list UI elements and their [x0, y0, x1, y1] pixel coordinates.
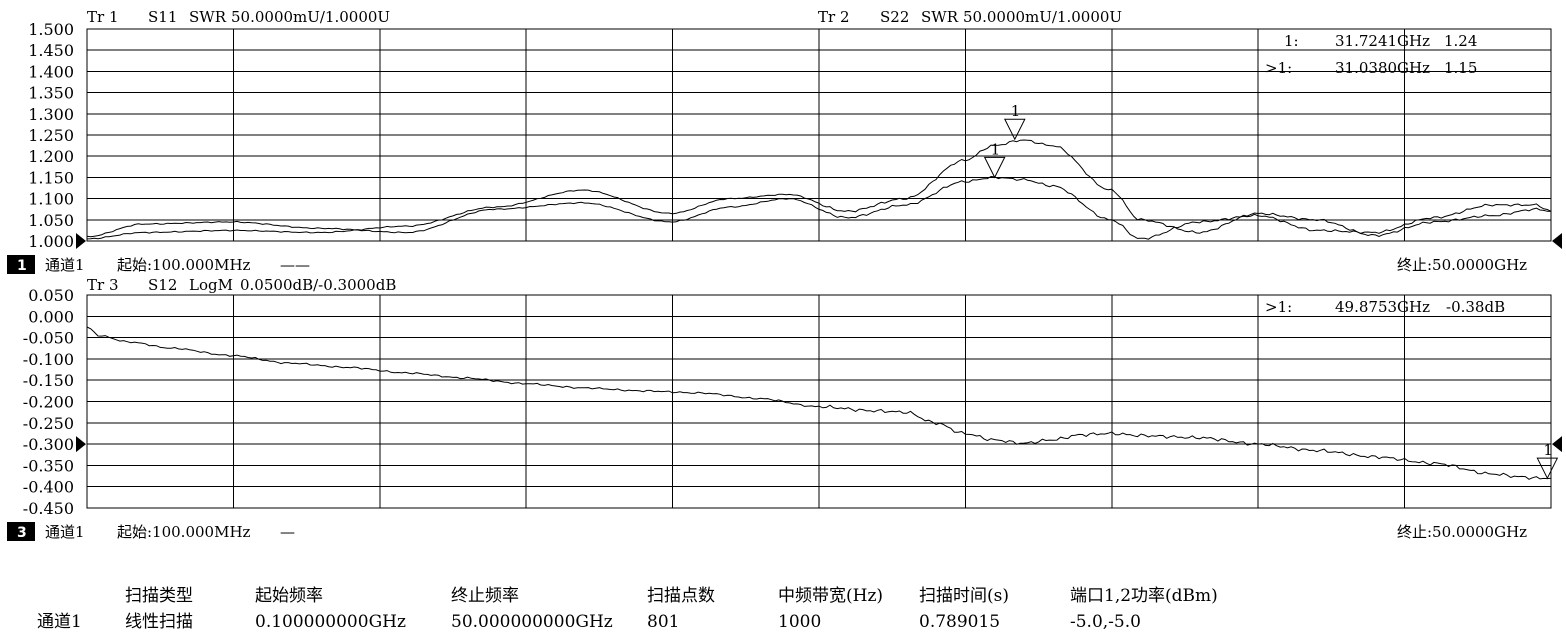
- ref-level-left-arrow[interactable]: [76, 233, 86, 249]
- marker-label: 1: [991, 140, 1001, 158]
- marker-readout-1-freq: 31.7241GHz: [1335, 32, 1430, 50]
- swr-y-ticks: 1.500 1.450 1.400 1.350 1.300 1.250 1.200 1.150…: [28, 20, 1562, 251]
- marker-triangle[interactable]: [983, 156, 1006, 179]
- tr1-scale: 50.0000mU/1.0000U: [231, 8, 390, 26]
- tr2-scale: 50.0000mU/1.0000U: [963, 8, 1122, 26]
- tr3-format: LogM: [189, 276, 233, 294]
- marker-readout-1-label: 1:: [1284, 32, 1299, 50]
- y-tick-label: -0.300: [23, 435, 74, 454]
- y-tick-label: 1.000: [28, 232, 74, 251]
- trace-s11: [86, 139, 1552, 240]
- marker-label: 1: [1543, 441, 1553, 459]
- trace-s22: [86, 175, 1552, 240]
- y-tick-label: 1.400: [28, 62, 74, 81]
- swr-traces: [86, 139, 1552, 240]
- y-tick-label: -0.100: [23, 350, 74, 369]
- table-row-label: 通道1: [37, 612, 82, 632]
- y-tick-label: 1.250: [28, 126, 74, 145]
- tr2-format: SWR: [921, 8, 959, 26]
- start-freq-3: 起始:100.000MHz: [117, 523, 251, 541]
- channel-label-1: 通道1: [45, 256, 85, 274]
- tr3-scale: 0.0500dB/-0.3000dB: [240, 276, 396, 294]
- ref-level-left-arrow[interactable]: [76, 436, 86, 453]
- marker-readout-2-label: >1:: [1265, 59, 1292, 77]
- table-value-sweep-time: 0.789015: [919, 612, 1000, 632]
- table-value-start-freq: 0.100000000GHz: [255, 612, 406, 632]
- logm-y-ticks: 0.050 0.000 -0.050 -0.100 -0.150 -0.200 -0.250…: [23, 286, 1562, 518]
- channel-badge-1-text: 1: [17, 258, 27, 274]
- y-tick-label: -0.150: [23, 371, 74, 390]
- y-tick-label: 1.350: [28, 84, 74, 103]
- tr1-format: SWR: [189, 8, 227, 26]
- table-value-ifbw: 1000: [778, 612, 821, 632]
- y-tick-label: -0.450: [23, 499, 74, 518]
- ref-level-right-arrow[interactable]: [1552, 233, 1562, 249]
- logm-panel: 0.050 0.000 -0.050 -0.100 -0.150 -0.200 -0.250…: [7, 276, 1562, 541]
- marker-readout-2-value: 1.15: [1444, 59, 1477, 77]
- y-tick-label: 1.500: [28, 20, 74, 39]
- marker-readout-2-freq: 31.0380GHz: [1335, 59, 1430, 77]
- tr2-label: Tr 2: [818, 8, 850, 26]
- trace-s12: [86, 326, 1552, 480]
- y-tick-label: -0.050: [23, 329, 74, 348]
- marker-readout-3-value: -0.38dB: [1446, 298, 1505, 316]
- channel-badge-1[interactable]: [7, 255, 35, 274]
- table-header-sweep-type: 扫描类型: [125, 586, 193, 606]
- table-header-start-freq: 起始频率: [255, 586, 323, 606]
- tr2-param: S22: [880, 8, 909, 26]
- stop-freq-1: 终止:50.0000GHz: [1397, 256, 1527, 274]
- sweep-settings-table: 扫描类型 起始频率 终止频率 扫描点数 中频带宽(Hz) 扫描时间(s) 端口1…: [37, 586, 1218, 632]
- channel-label-3: 通道1: [45, 523, 85, 541]
- marker-readout-3-freq: 49.8753GHz: [1335, 298, 1430, 316]
- table-value-points: 801: [647, 612, 679, 632]
- stop-freq-3: 终止:50.0000GHz: [1397, 523, 1527, 541]
- y-tick-label: 1.050: [28, 211, 74, 230]
- tr1-param: S11: [148, 8, 177, 26]
- tr3-param: S12: [148, 276, 177, 294]
- logm-grid: [87, 295, 1551, 508]
- table-header-stop-freq: 终止频率: [451, 586, 519, 606]
- y-tick-label: 0.050: [28, 286, 74, 305]
- marker-readout-1-value: 1.24: [1444, 32, 1477, 50]
- y-tick-label: 0.000: [28, 307, 74, 326]
- marker-triangle[interactable]: [1536, 457, 1559, 480]
- swr-grid: [87, 29, 1551, 241]
- logm-markers: 1: [1536, 441, 1559, 480]
- tr3-label: Tr 3: [87, 276, 119, 294]
- y-tick-label: -0.400: [23, 478, 74, 497]
- marker-label: 1: [1011, 102, 1021, 120]
- marker-readout-3-label: >1:: [1265, 298, 1292, 316]
- start-suffix-1: ——: [280, 256, 310, 274]
- y-tick-label: 1.300: [28, 105, 74, 124]
- logm-traces: [86, 326, 1552, 480]
- start-freq-1: 起始:100.000MHz: [117, 256, 251, 274]
- start-suffix-3: —: [280, 523, 295, 541]
- y-tick-label: 1.450: [28, 41, 74, 60]
- y-tick-label: 1.100: [28, 190, 74, 209]
- channel-badge-3-text: 3: [17, 525, 27, 541]
- y-tick-label: 1.200: [28, 147, 74, 166]
- y-tick-label: -0.250: [23, 414, 74, 433]
- channel-badge-3[interactable]: [7, 522, 35, 541]
- y-tick-label: 1.150: [28, 168, 74, 187]
- marker-triangle[interactable]: [1004, 118, 1026, 141]
- swr-markers: 11: [983, 102, 1026, 179]
- table-header-ifbw: 中频带宽(Hz): [778, 586, 883, 606]
- y-tick-label: -0.200: [23, 393, 74, 412]
- table-value-stop-freq: 50.000000000GHz: [451, 612, 613, 632]
- table-value-port-power: -5.0,-5.0: [1070, 612, 1141, 632]
- swr-panel: 1.500 1.450 1.400 1.350 1.300 1.250 1.200 1.150…: [7, 8, 1562, 274]
- ref-level-right-arrow[interactable]: [1552, 436, 1562, 453]
- table-header-points: 扫描点数: [647, 586, 715, 606]
- tr1-label: Tr 1: [87, 8, 119, 26]
- y-tick-label: -0.350: [23, 456, 74, 475]
- table-value-sweep-type: 线性扫描: [125, 612, 193, 632]
- table-header-port-power: 端口1,2功率(dBm): [1070, 586, 1218, 606]
- table-header-sweep-time: 扫描时间(s): [919, 586, 1009, 606]
